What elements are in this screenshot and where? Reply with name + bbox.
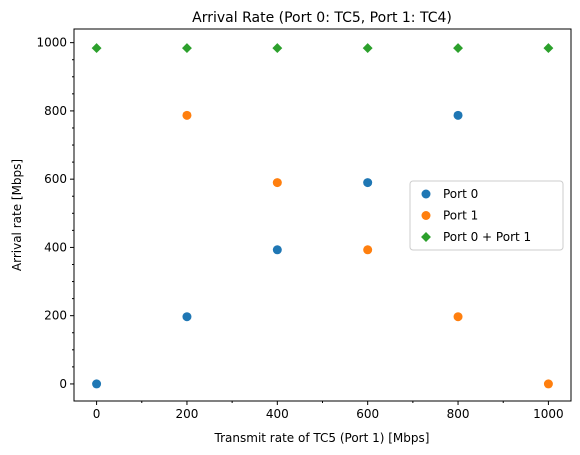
data-point: [363, 178, 373, 188]
x-tick-label: 200: [176, 407, 199, 421]
legend-label: Port 0: [443, 187, 478, 201]
legend: Port 0 Port 1 Port 0 + Port 1: [409, 180, 564, 251]
data-point: [362, 43, 373, 54]
x-tick-label: 0: [93, 407, 101, 421]
data-point: [272, 245, 282, 255]
data-point: [363, 245, 373, 255]
data-point: [182, 110, 192, 120]
y-tick-label: 0: [59, 377, 67, 391]
data-point: [92, 379, 102, 389]
data-point: [453, 110, 463, 120]
x-tick-label: 1000: [533, 407, 564, 421]
data-point: [182, 43, 192, 54]
x-tick-label: 600: [356, 407, 379, 421]
y-tick-label: 600: [44, 172, 67, 186]
x-axis-ticks: 0 200 400 600 800 1000: [93, 401, 564, 421]
x-tick-label: 400: [266, 407, 289, 421]
data-point: [272, 178, 282, 188]
data-point: [453, 43, 463, 54]
legend-marker: [421, 189, 431, 199]
x-tick-label: 800: [447, 407, 470, 421]
y-tick-label: 200: [44, 309, 67, 323]
legend-label: Port 0 + Port 1: [443, 230, 531, 244]
chart-title: Arrival Rate (Port 0: TC5, Port 1: TC4): [192, 10, 452, 26]
y-tick-label: 400: [44, 240, 67, 254]
legend-marker: [421, 211, 431, 220]
data-point: [91, 43, 102, 54]
data-point: [543, 379, 553, 389]
data-point: [272, 43, 283, 54]
data-point: [543, 43, 554, 54]
y-axis-label: Arrival rate [Mbps]: [10, 159, 24, 271]
legend-box: [409, 180, 564, 251]
data-point: [182, 312, 192, 322]
x-axis-label: Transmit rate of TC5 (Port 1) [Mbps]: [214, 431, 430, 445]
y-axis-ticks: 0 200 400 600 800 1000: [36, 36, 74, 391]
legend-label: Port 1: [443, 209, 478, 223]
y-tick-label: 1000: [36, 36, 67, 50]
y-tick-label: 800: [44, 104, 67, 118]
data-point: [453, 312, 463, 322]
data-points: [91, 43, 554, 389]
legend-marker: [421, 232, 431, 242]
